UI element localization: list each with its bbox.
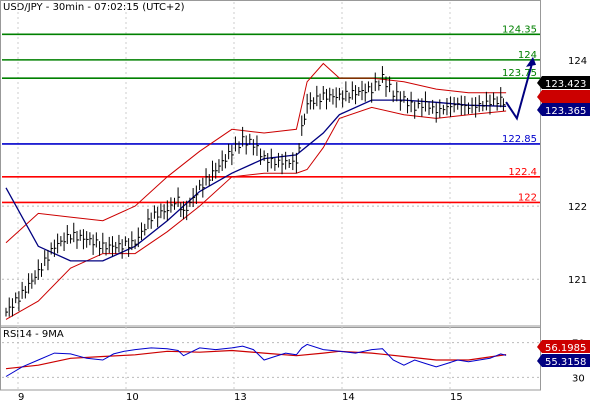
rsi-value-tag-pointer	[537, 354, 542, 367]
level-label: 123.75	[502, 68, 537, 79]
price-tag	[542, 76, 590, 89]
moving-average-line	[5, 99, 507, 262]
price-tag	[542, 103, 590, 116]
forecast-arrow-line	[505, 59, 534, 121]
main-panel-frame	[0, 0, 541, 328]
rsi-title: RSI14 - 9MA	[3, 329, 64, 340]
level-label: 124.35	[502, 24, 537, 35]
rsi-value-tag	[542, 340, 590, 353]
price-tag-label: 123.365	[545, 106, 586, 117]
x-tick-label: 9	[18, 392, 24, 403]
y-tick-label: 122	[568, 202, 587, 213]
x-tick-label: 14	[342, 392, 355, 403]
price-tag-pointer	[537, 90, 542, 103]
level-label: 122.85	[502, 134, 537, 145]
x-tick-label: 13	[234, 392, 247, 403]
chart-title: USD/JPY - 30min - 07:02:15 (UTC+2)	[3, 2, 185, 13]
rsi-value-tag-label: 55.3158	[545, 357, 586, 368]
bollinger-lower-line	[5, 106, 507, 320]
price-tag-label: 123.383	[545, 93, 586, 104]
price-tag-label: 123.423	[545, 79, 586, 90]
level-label: 122	[518, 192, 537, 203]
bollinger-upper-line	[5, 62, 507, 244]
rsi-value-tag-pointer	[537, 340, 542, 353]
rsi-value-tag-label: 56.1985	[545, 343, 586, 354]
rsi-value-tag	[542, 354, 590, 367]
rsi-ma-line	[5, 349, 507, 370]
rsi-y-tick-label: 30	[572, 373, 585, 384]
x-tick-label: 15	[450, 392, 463, 403]
price-tag-pointer	[537, 76, 542, 89]
y-tick-label: 124	[568, 56, 587, 67]
price-tag	[542, 90, 590, 103]
rsi-line	[5, 343, 507, 377]
price-tag-pointer	[537, 103, 542, 116]
x-tick-label: 10	[126, 392, 139, 403]
y-tick-label: 121	[568, 275, 587, 286]
forecast-arrowhead	[526, 56, 536, 67]
level-label: 124	[518, 50, 537, 61]
level-label: 122.4	[508, 167, 537, 178]
